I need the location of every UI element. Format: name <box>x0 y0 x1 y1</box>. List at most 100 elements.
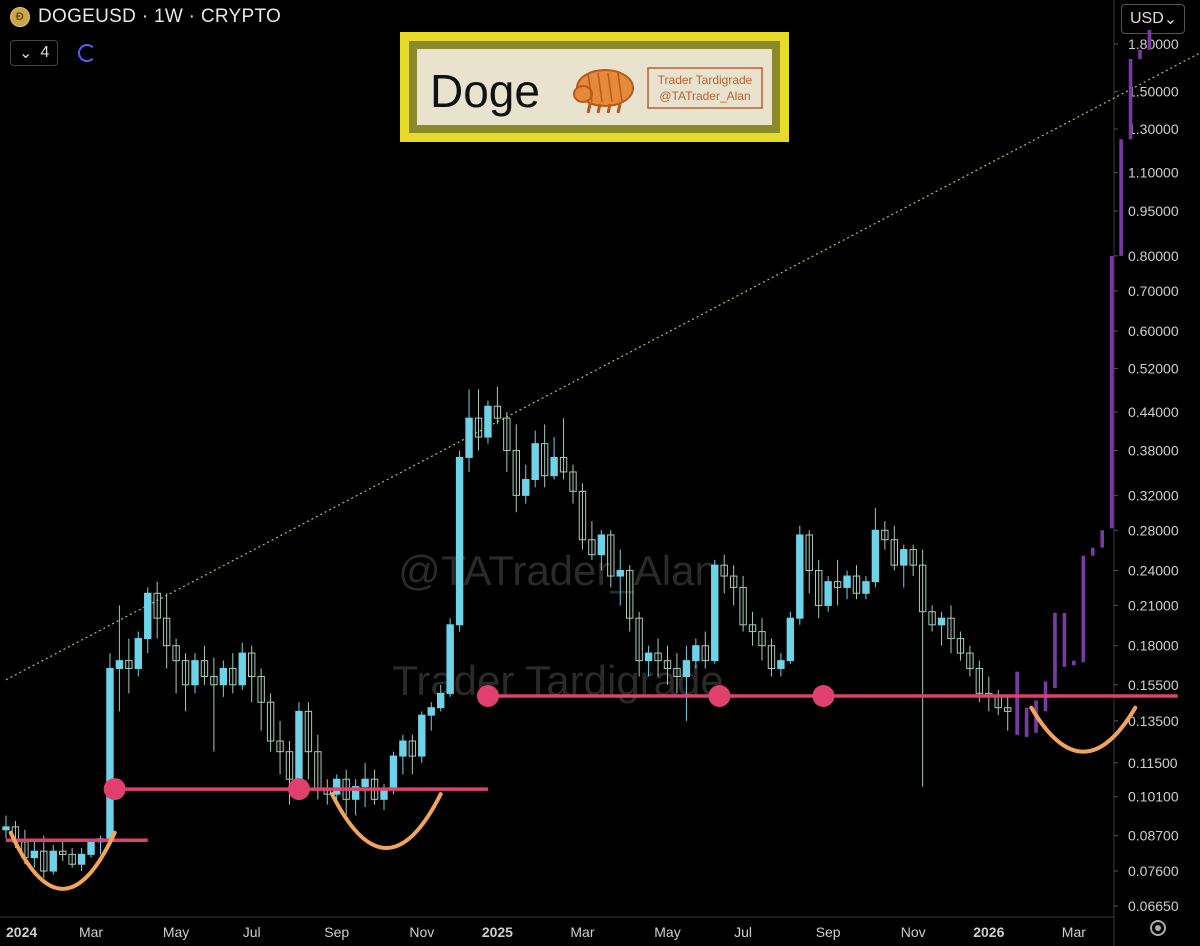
candle-body <box>966 652 974 669</box>
candle-body <box>644 652 653 662</box>
time-tick-label: Mar <box>79 924 103 940</box>
candle-body <box>87 841 95 855</box>
candle-body <box>1004 707 1012 712</box>
chevron-down-icon: ⌄ <box>19 45 33 62</box>
price-tick-label: 0.24000 <box>1128 563 1179 579</box>
candle-body <box>852 575 861 594</box>
candle-body <box>465 417 473 458</box>
price-tick-label: 0.13500 <box>1128 713 1179 729</box>
tardigrade-segment <box>617 72 623 103</box>
candle-body <box>333 778 341 795</box>
marker-dots <box>103 684 835 801</box>
candle-body <box>909 549 917 566</box>
support-dot <box>708 684 731 707</box>
bowl-curve <box>1029 705 1138 754</box>
projection-bar <box>1072 660 1076 666</box>
candle-body <box>115 660 124 669</box>
settings-icon[interactable] <box>1150 920 1166 936</box>
price-tick-label: 0.07600 <box>1128 863 1179 879</box>
candle-body <box>200 660 209 677</box>
candle-body <box>77 853 86 865</box>
doge-coin-icon: Ð <box>10 7 30 27</box>
candle-body <box>238 652 246 686</box>
price-tick-label: 0.21000 <box>1128 597 1179 613</box>
candle-body <box>805 534 813 572</box>
price-tick-label: 0.10100 <box>1128 789 1179 805</box>
candle-body <box>616 570 624 577</box>
candle-body <box>692 645 700 662</box>
candle-body <box>351 786 360 800</box>
projection-bar <box>1062 613 1067 667</box>
candle-body <box>540 443 549 477</box>
candle-body <box>285 751 294 780</box>
candle-body <box>729 575 738 588</box>
candle-body <box>928 611 936 626</box>
candle-body <box>777 660 785 669</box>
candle-body <box>248 652 256 677</box>
brand-frame <box>647 67 763 109</box>
price-tick-label: 0.08700 <box>1128 828 1179 844</box>
support-dot <box>812 684 835 707</box>
projection-bar <box>1147 29 1152 50</box>
projection-bar <box>1024 707 1029 737</box>
candle-body <box>522 479 530 496</box>
projection-bar <box>1100 530 1104 548</box>
candle-body <box>626 570 634 619</box>
tardigrade-leg <box>606 103 612 114</box>
candle-body <box>890 539 898 566</box>
projection-bar <box>1015 671 1019 735</box>
sync-icon[interactable] <box>78 44 97 62</box>
price-tick-label: 0.15500 <box>1128 677 1179 693</box>
currency-button[interactable]: USD ⌄ <box>1121 4 1185 34</box>
candles <box>2 386 1012 879</box>
stepper-value: 4 <box>40 44 50 61</box>
projection-bar <box>1128 58 1133 140</box>
projection-bar <box>1081 555 1086 663</box>
candle-body <box>862 581 870 594</box>
candle-body <box>815 570 823 606</box>
candle-body <box>49 850 57 872</box>
bowl-curve <box>330 792 443 850</box>
candle-body <box>181 660 190 686</box>
price-tick-label: 0.32000 <box>1128 487 1179 503</box>
bowl-curve <box>8 830 117 891</box>
candle-body <box>304 710 313 753</box>
candle-body <box>975 667 984 694</box>
tardigrade-head <box>573 85 593 103</box>
time-tick-label: Mar <box>1062 924 1086 940</box>
price-tick-label: 0.18000 <box>1128 638 1179 654</box>
candle-body <box>493 405 502 419</box>
candle-body <box>503 417 511 451</box>
tardigrade-segment <box>607 72 613 103</box>
candle-body <box>40 850 48 872</box>
price-tick-label: 1.10000 <box>1128 165 1179 181</box>
projection-bar <box>1090 547 1095 556</box>
tardigrade-leg <box>586 103 592 114</box>
candle-body <box>956 638 965 654</box>
candle-body <box>266 701 275 742</box>
candle-body <box>720 564 728 577</box>
candle-body <box>455 456 464 626</box>
collapse-stepper[interactable]: ⌄ 4 <box>10 40 59 66</box>
price-tick-label: 0.80000 <box>1128 248 1179 264</box>
price-tick-label: 0.28000 <box>1128 522 1179 538</box>
price-tick-label: 1.50000 <box>1128 84 1179 100</box>
candle-body <box>276 740 284 753</box>
candle-body <box>663 660 672 669</box>
price-tick-label: 0.95000 <box>1128 203 1179 219</box>
time-tick-label: 2026 <box>973 924 1004 940</box>
support-dot <box>287 778 310 801</box>
tardigrade-segment <box>597 72 603 103</box>
candle-body <box>796 534 804 619</box>
candle-body <box>59 850 67 855</box>
candle-body <box>881 529 889 541</box>
candle-body <box>843 575 851 588</box>
candle-body <box>144 592 152 640</box>
candle-body <box>191 660 199 686</box>
candle-body <box>947 617 955 640</box>
price-tick-label: 0.06650 <box>1128 898 1179 914</box>
candle-body <box>711 564 719 662</box>
candle-body <box>106 667 114 840</box>
